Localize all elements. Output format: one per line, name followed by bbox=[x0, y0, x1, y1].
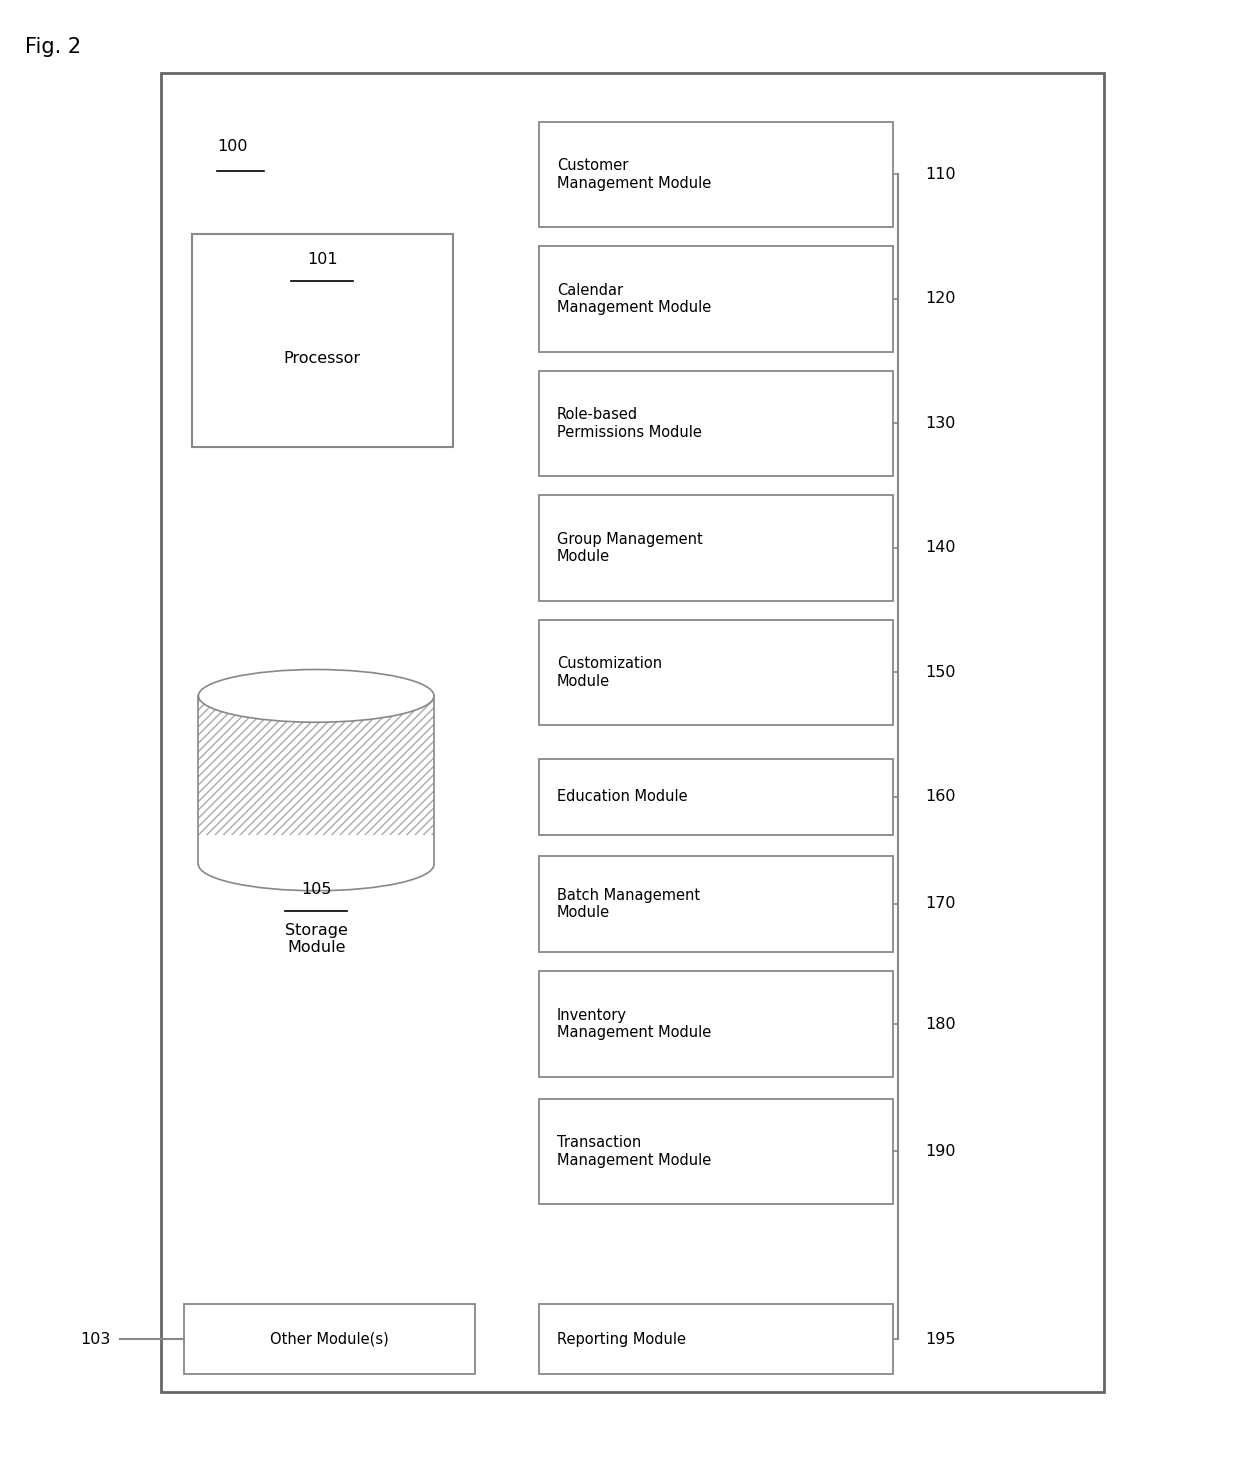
FancyBboxPatch shape bbox=[539, 122, 893, 227]
Text: Education Module: Education Module bbox=[557, 790, 687, 804]
Text: Customization
Module: Customization Module bbox=[557, 656, 662, 689]
Text: 190: 190 bbox=[925, 1144, 956, 1159]
Text: Batch Management
Module: Batch Management Module bbox=[557, 888, 699, 920]
FancyBboxPatch shape bbox=[539, 759, 893, 835]
Text: Processor: Processor bbox=[284, 350, 361, 366]
FancyBboxPatch shape bbox=[539, 495, 893, 601]
Text: 150: 150 bbox=[925, 665, 956, 680]
FancyBboxPatch shape bbox=[539, 1304, 893, 1374]
Text: 130: 130 bbox=[925, 416, 955, 431]
Text: 120: 120 bbox=[925, 292, 956, 306]
Text: Customer
Management Module: Customer Management Module bbox=[557, 158, 711, 190]
Text: 180: 180 bbox=[925, 1017, 956, 1031]
FancyBboxPatch shape bbox=[539, 856, 893, 952]
Bar bbox=[198, 696, 434, 864]
Text: 110: 110 bbox=[925, 167, 956, 182]
FancyBboxPatch shape bbox=[539, 371, 893, 476]
Text: 170: 170 bbox=[925, 897, 956, 911]
Text: Role-based
Permissions Module: Role-based Permissions Module bbox=[557, 407, 702, 440]
Text: Reporting Module: Reporting Module bbox=[557, 1332, 686, 1346]
Text: Storage
Module: Storage Module bbox=[285, 923, 347, 955]
Text: Other Module(s): Other Module(s) bbox=[270, 1332, 388, 1346]
FancyBboxPatch shape bbox=[539, 620, 893, 725]
Text: 103: 103 bbox=[81, 1332, 110, 1346]
Ellipse shape bbox=[198, 670, 434, 722]
FancyBboxPatch shape bbox=[539, 971, 893, 1077]
FancyBboxPatch shape bbox=[184, 1304, 475, 1374]
Bar bbox=[196, 835, 436, 864]
FancyBboxPatch shape bbox=[161, 73, 1104, 1392]
Text: Fig. 2: Fig. 2 bbox=[25, 37, 81, 57]
Text: 100: 100 bbox=[217, 139, 248, 154]
Text: 140: 140 bbox=[925, 541, 956, 555]
Text: 105: 105 bbox=[301, 882, 331, 897]
Text: Inventory
Management Module: Inventory Management Module bbox=[557, 1008, 711, 1040]
FancyBboxPatch shape bbox=[192, 234, 453, 447]
FancyBboxPatch shape bbox=[539, 1099, 893, 1204]
Text: 160: 160 bbox=[925, 790, 956, 804]
Text: 101: 101 bbox=[308, 252, 337, 267]
FancyBboxPatch shape bbox=[539, 246, 893, 352]
Bar bbox=[198, 696, 434, 864]
Text: Transaction
Management Module: Transaction Management Module bbox=[557, 1135, 711, 1168]
Text: Group Management
Module: Group Management Module bbox=[557, 532, 703, 564]
Ellipse shape bbox=[198, 838, 434, 891]
Text: 195: 195 bbox=[925, 1332, 956, 1346]
Text: Calendar
Management Module: Calendar Management Module bbox=[557, 283, 711, 315]
